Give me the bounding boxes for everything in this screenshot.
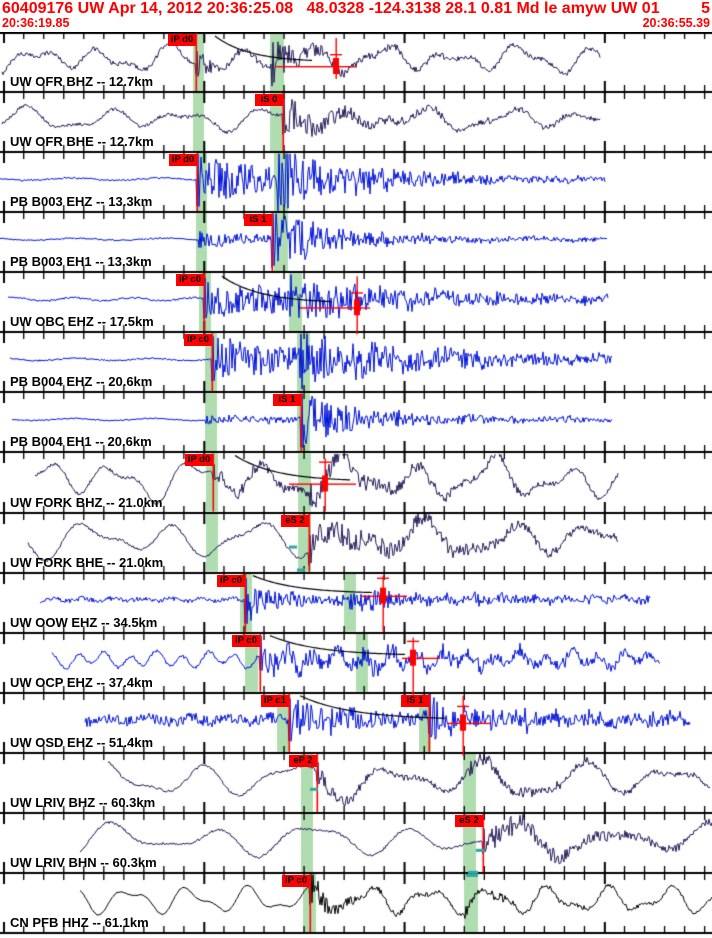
- pick-flag[interactable]: iS 1: [273, 394, 301, 407]
- pick-flag[interactable]: iP c1: [261, 694, 289, 707]
- event-header-line1: 60409176 UW Apr 14, 2012 20:36:25.08 48.…: [2, 0, 710, 18]
- pick-flag[interactable]: iP c0: [282, 874, 310, 887]
- waveform-canvas[interactable]: [0, 32, 712, 938]
- event-version: 5: [701, 0, 710, 17]
- pick-flag[interactable]: iP d0: [185, 454, 213, 467]
- pick-flag[interactable]: iP c0: [217, 574, 245, 587]
- event-summary: 60409176 UW Apr 14, 2012 20:36:25.08 48.…: [2, 0, 660, 17]
- event-header-line2: 20:36:19.85 20:36:55.39: [2, 16, 710, 30]
- pick-flag[interactable]: iP c0: [176, 274, 204, 287]
- window-start-time: 20:36:19.85: [2, 16, 70, 30]
- pick-flag[interactable]: iP d0: [169, 154, 197, 167]
- pick-flag[interactable]: iS 0: [255, 94, 283, 107]
- pick-flag[interactable]: eP 2: [289, 754, 317, 767]
- pick-flag[interactable]: iP c0: [232, 634, 260, 647]
- pick-flag[interactable]: iS 1: [244, 214, 272, 227]
- pick-flag[interactable]: eS 2: [455, 814, 483, 827]
- pick-flag[interactable]: iP c0: [184, 334, 212, 347]
- event-header: 60409176 UW Apr 14, 2012 20:36:25.08 48.…: [0, 0, 712, 32]
- pick-flag[interactable]: iP d0: [168, 34, 196, 46]
- pick-flag[interactable]: eS 2: [281, 514, 309, 527]
- window-end-time: 20:36:55.39: [642, 16, 710, 30]
- pick-flag[interactable]: iS 1: [401, 694, 429, 707]
